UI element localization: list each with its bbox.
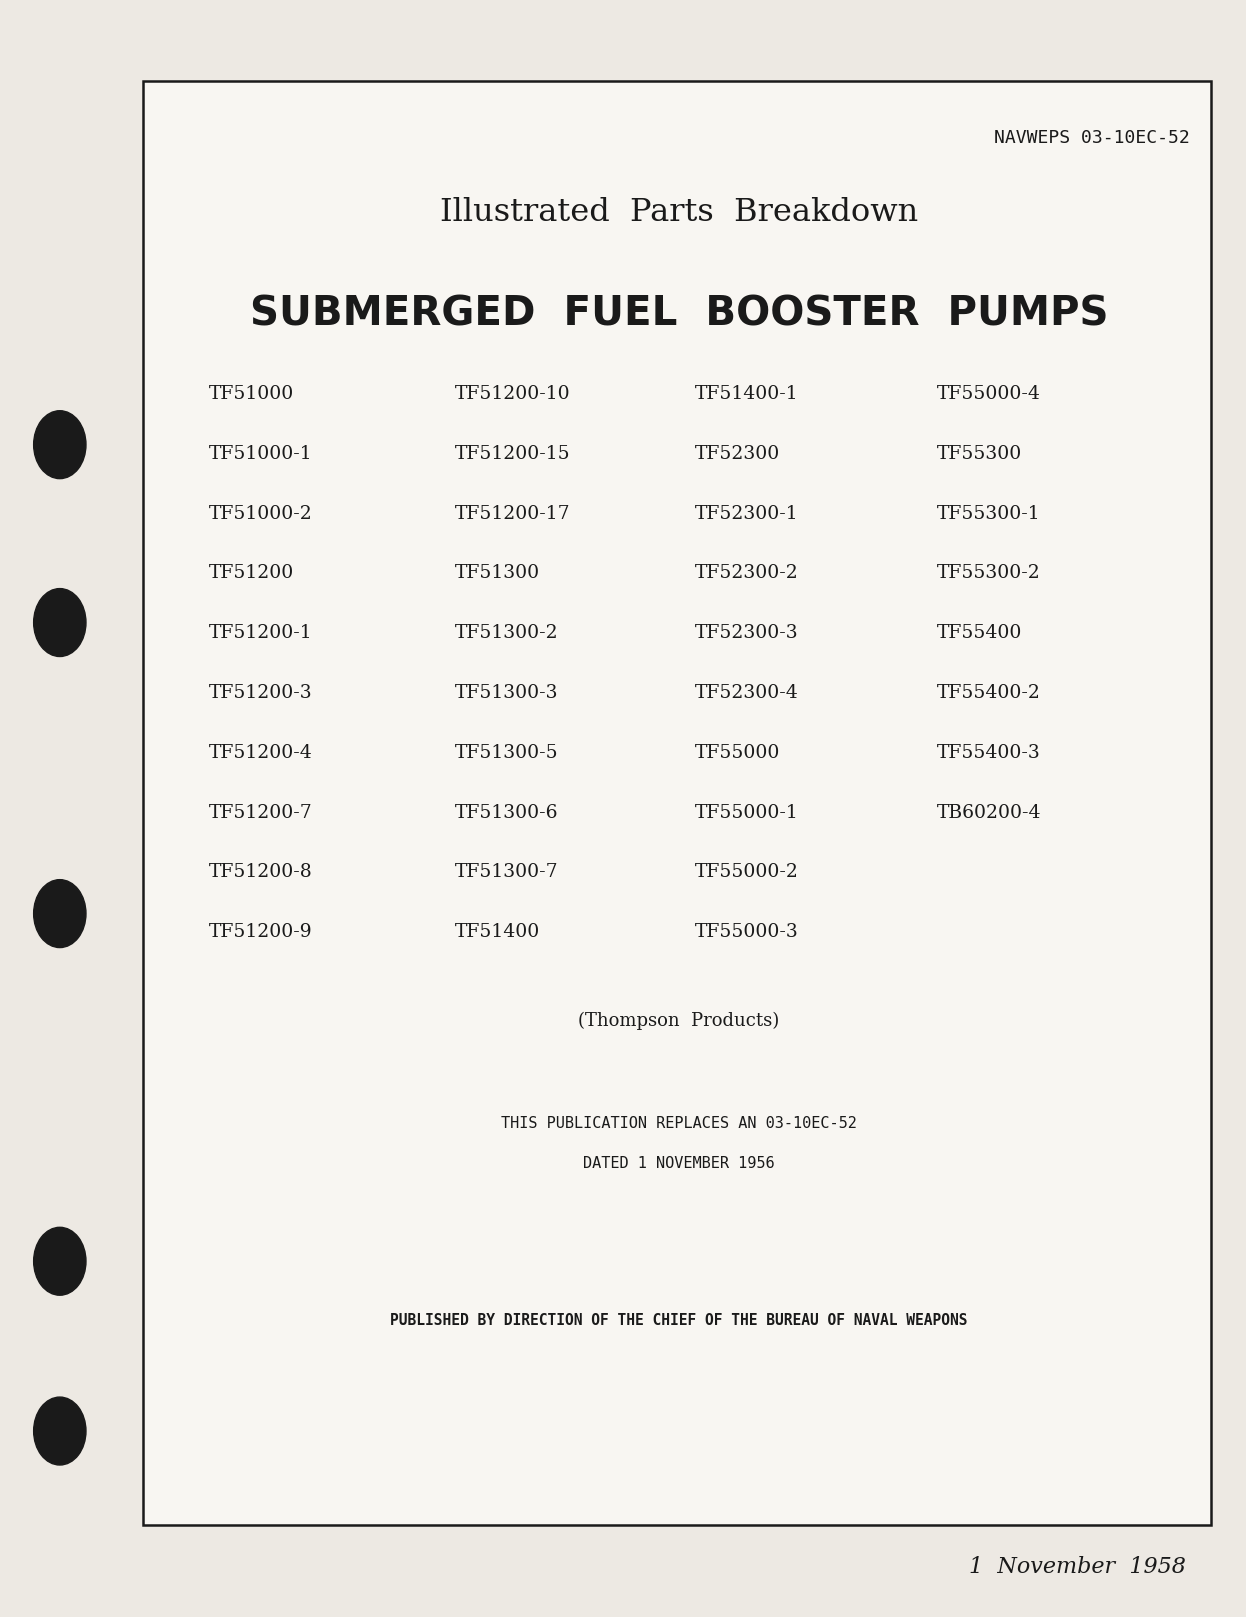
Text: TB60200-4: TB60200-4	[937, 804, 1042, 821]
Circle shape	[34, 880, 86, 948]
Text: TF51200-7: TF51200-7	[209, 804, 313, 821]
Text: TF55000-4: TF55000-4	[937, 385, 1040, 403]
Text: TF51300-6: TF51300-6	[455, 804, 558, 821]
Text: TF51200-1: TF51200-1	[209, 624, 313, 642]
Text: TF51300-5: TF51300-5	[455, 744, 558, 762]
Text: TF51200-15: TF51200-15	[455, 445, 571, 462]
Text: TF55400-2: TF55400-2	[937, 684, 1040, 702]
Text: Illustrated  Parts  Breakdown: Illustrated Parts Breakdown	[440, 197, 918, 228]
Text: SUBMERGED  FUEL  BOOSTER  PUMPS: SUBMERGED FUEL BOOSTER PUMPS	[249, 294, 1109, 335]
Text: TF51300-2: TF51300-2	[455, 624, 558, 642]
Text: TF51000: TF51000	[209, 385, 294, 403]
Text: TF51200-4: TF51200-4	[209, 744, 313, 762]
Circle shape	[34, 1227, 86, 1295]
Text: TF51200-10: TF51200-10	[455, 385, 571, 403]
Text: TF51400-1: TF51400-1	[695, 385, 799, 403]
Text: TF52300-3: TF52300-3	[695, 624, 799, 642]
Text: TF52300-4: TF52300-4	[695, 684, 799, 702]
Bar	[143, 81, 1211, 1525]
Text: TF51200-17: TF51200-17	[455, 505, 571, 522]
Text: TF51400: TF51400	[455, 923, 540, 941]
Text: TF55000: TF55000	[695, 744, 781, 762]
Text: THIS PUBLICATION REPLACES AN 03-10EC-52: THIS PUBLICATION REPLACES AN 03-10EC-52	[501, 1116, 857, 1130]
Text: TF51300-7: TF51300-7	[455, 863, 558, 881]
Text: TF55400: TF55400	[937, 624, 1023, 642]
Text: TF51200-9: TF51200-9	[209, 923, 313, 941]
Text: PUBLISHED BY DIRECTION OF THE CHIEF OF THE BUREAU OF NAVAL WEAPONS: PUBLISHED BY DIRECTION OF THE CHIEF OF T…	[390, 1313, 968, 1328]
Text: NAVWEPS 03-10EC-52: NAVWEPS 03-10EC-52	[994, 129, 1190, 147]
Text: TF55300: TF55300	[937, 445, 1022, 462]
Text: TF52300-1: TF52300-1	[695, 505, 799, 522]
Text: TF51200-3: TF51200-3	[209, 684, 313, 702]
Text: TF51300-3: TF51300-3	[455, 684, 558, 702]
Text: TF51200: TF51200	[209, 564, 294, 582]
Text: TF52300: TF52300	[695, 445, 780, 462]
Text: TF55300-2: TF55300-2	[937, 564, 1040, 582]
Text: TF51000-2: TF51000-2	[209, 505, 313, 522]
Text: TF55000-1: TF55000-1	[695, 804, 799, 821]
Text: TF55000-2: TF55000-2	[695, 863, 799, 881]
Text: (Thompson  Products): (Thompson Products)	[578, 1012, 780, 1030]
Text: 1  November  1958: 1 November 1958	[969, 1556, 1186, 1578]
Circle shape	[34, 411, 86, 479]
Text: TF51000-1: TF51000-1	[209, 445, 313, 462]
Circle shape	[34, 589, 86, 657]
Text: TF51300: TF51300	[455, 564, 540, 582]
Text: TF55300-1: TF55300-1	[937, 505, 1040, 522]
Text: DATED 1 NOVEMBER 1956: DATED 1 NOVEMBER 1956	[583, 1156, 775, 1171]
Text: TF55400-3: TF55400-3	[937, 744, 1040, 762]
Circle shape	[34, 1397, 86, 1465]
Text: TF55000-3: TF55000-3	[695, 923, 799, 941]
Text: TF52300-2: TF52300-2	[695, 564, 799, 582]
Text: TF51200-8: TF51200-8	[209, 863, 313, 881]
